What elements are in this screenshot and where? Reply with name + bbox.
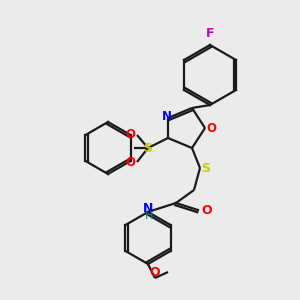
Text: O: O xyxy=(125,128,135,140)
Text: N: N xyxy=(162,110,172,124)
Text: O: O xyxy=(206,122,216,134)
Text: H: H xyxy=(145,211,153,221)
Text: O: O xyxy=(149,266,160,279)
Text: F: F xyxy=(206,27,214,40)
Text: O: O xyxy=(201,203,211,217)
Text: S: S xyxy=(143,142,152,154)
Text: S: S xyxy=(201,161,210,175)
Text: O: O xyxy=(125,157,135,169)
Text: N: N xyxy=(142,202,153,215)
